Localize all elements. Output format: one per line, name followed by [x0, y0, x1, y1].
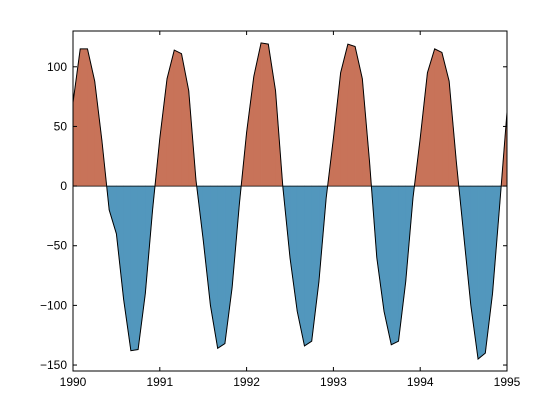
area-fill-positive: [173, 49, 182, 187]
y-tick-label: 50: [54, 119, 68, 133]
area-fill-negative: [390, 185, 399, 346]
series-line: [72, 42, 508, 361]
area-fill-positive: [434, 48, 443, 187]
y-axis: −150 −100 −50 0 50 100: [40, 60, 507, 372]
area-fill-positive: [79, 48, 88, 187]
area-fill-positive: [260, 42, 269, 187]
y-tick-label: 0: [60, 179, 67, 193]
y-tick-label: 100: [47, 60, 67, 74]
area-fill-negative: [130, 185, 139, 352]
area-fill-positive: [347, 43, 356, 187]
area-fill-negative: [304, 185, 313, 347]
x-tick-label: 1990: [60, 375, 87, 389]
area-fills: [72, 42, 508, 360]
y-tick-label: −50: [47, 239, 68, 253]
x-tick-label: 1992: [233, 375, 260, 389]
y-tick-label: −100: [40, 298, 67, 312]
plot-frame: [72, 30, 508, 372]
x-axis: 1990 1991 1992 1993 1994 1995: [60, 31, 521, 389]
area-fill-negative: [477, 185, 486, 360]
x-tick-label: 1993: [320, 375, 347, 389]
x-tick-label: 1991: [146, 375, 173, 389]
y-tick-label: −150: [40, 358, 67, 372]
x-tick-label: 1995: [494, 375, 521, 389]
area-fill-negative: [217, 185, 226, 349]
x-tick-label: 1994: [407, 375, 434, 389]
